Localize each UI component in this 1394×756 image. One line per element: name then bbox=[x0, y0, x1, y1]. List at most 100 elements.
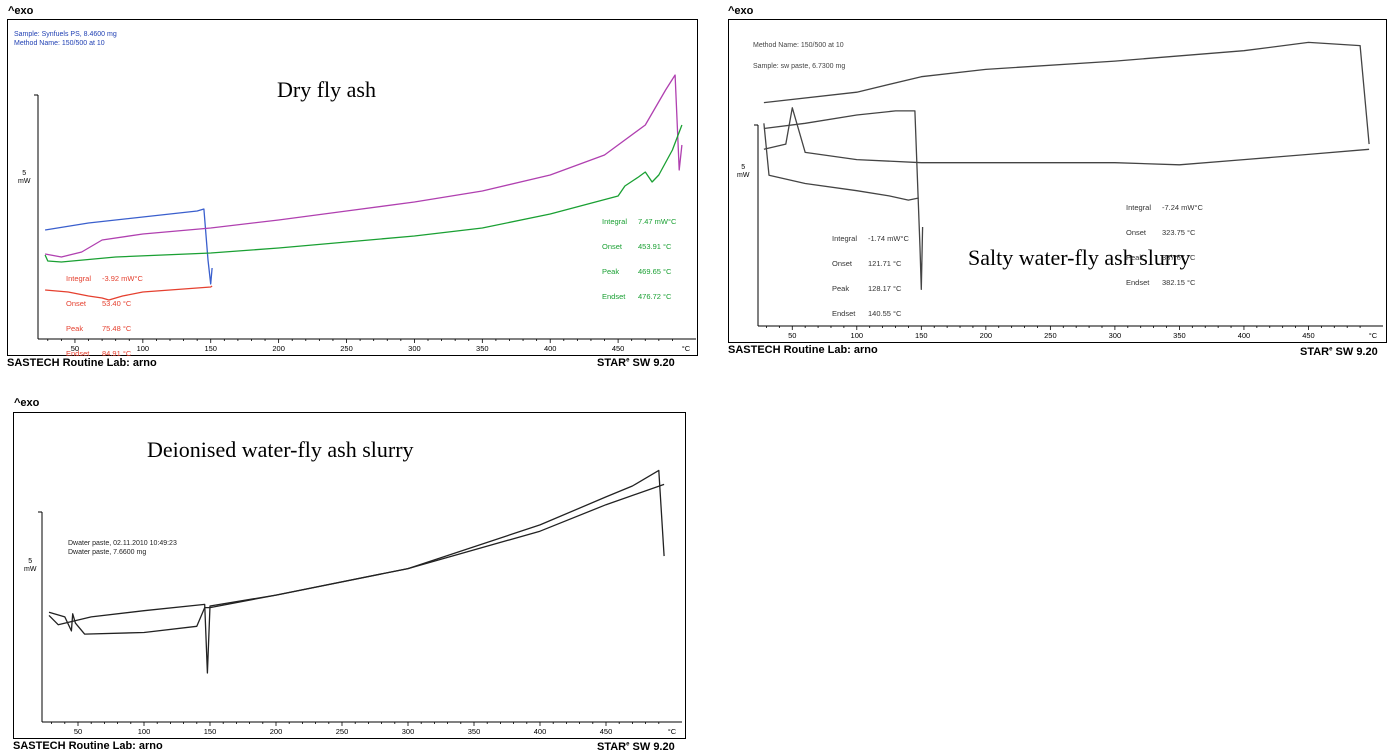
x-tick-label: 350 bbox=[1173, 331, 1186, 340]
series-line-3 bbox=[45, 285, 213, 301]
footer-software: STARe SW 9.20 bbox=[597, 741, 675, 753]
series-line-0 bbox=[48, 469, 665, 674]
x-tick-label: 100 bbox=[137, 344, 150, 353]
x-unit-label: °C bbox=[668, 727, 677, 736]
series-line-0 bbox=[44, 208, 213, 285]
x-tick-label: 100 bbox=[851, 331, 864, 340]
y-scale-label: 5 mW bbox=[18, 170, 30, 186]
footer-lab: SASTECH Routine Lab: arno bbox=[13, 740, 163, 752]
exo-label: ^exo bbox=[8, 5, 34, 17]
ann-line: Peak 337.67 °C bbox=[1126, 253, 1196, 263]
footer-software: STARe SW 9.20 bbox=[1300, 346, 1378, 358]
plot-frame bbox=[13, 412, 686, 739]
series-line-1 bbox=[763, 107, 1370, 166]
y-scale-unit: mW bbox=[737, 172, 750, 179]
series-line-2 bbox=[763, 110, 924, 290]
annotation-green: Integral 7.47 mW°C Onset 453.91 °C Peak 469… bbox=[602, 201, 676, 319]
x-tick-label: 150 bbox=[204, 727, 217, 736]
ann-line: Peak 75.48 °C bbox=[66, 324, 132, 334]
info-line: Dwater paste, 7.6600 mg bbox=[68, 548, 147, 556]
footer-lab: SASTECH Routine Lab: arno bbox=[7, 357, 157, 369]
ann-line: Peak 469.65 °C bbox=[602, 267, 672, 277]
panel-title: Dry fly ash bbox=[277, 77, 376, 102]
x-tick-label: 400 bbox=[544, 344, 557, 353]
info-line: Method Name: 150/500 at 10 bbox=[14, 39, 105, 47]
software-star: STAR bbox=[597, 741, 627, 753]
x-tick-label: 300 bbox=[408, 344, 421, 353]
dsc-panel-dry-fly-ash: ^exo Sample: Synfuels PS, 8.4600 mg Meth… bbox=[0, 0, 700, 372]
info-line: Method Name: 150/500 at 10 bbox=[753, 42, 844, 49]
x-tick-label: 400 bbox=[1238, 331, 1251, 340]
software-version: SW 9.20 bbox=[629, 741, 675, 753]
x-tick-label: 100 bbox=[138, 727, 151, 736]
y-scale-label: 5 mW bbox=[24, 558, 36, 574]
ann-line: Peak 128.17 °C bbox=[832, 284, 902, 294]
ann-line: Integral -3.92 mW°C bbox=[66, 273, 143, 283]
sample-info: Method Name: 150/500 at 10 Sample: sw pa… bbox=[753, 35, 845, 77]
x-tick-label: 50 bbox=[788, 331, 796, 340]
software-star: STAR bbox=[1300, 346, 1330, 358]
ann-line: Integral -1.74 mW°C bbox=[832, 233, 909, 243]
annotation-red: Integral -3.92 mW°C Onset 53.40 °C Peak 75.… bbox=[66, 258, 143, 376]
software-version: SW 9.20 bbox=[629, 357, 675, 369]
x-tick-label: 250 bbox=[1044, 331, 1057, 340]
x-tick-label: 150 bbox=[204, 344, 217, 353]
x-tick-label: 200 bbox=[272, 344, 285, 353]
ann-line: Integral 7.47 mW°C bbox=[602, 216, 677, 226]
software-star: STAR bbox=[597, 357, 627, 369]
annotation-2: Integral -7.24 mW°C Onset 323.75 °C Peak 33… bbox=[1126, 187, 1203, 305]
y-scale-value: 5 bbox=[741, 164, 746, 171]
ann-line: Onset 323.75 °C bbox=[1126, 228, 1196, 238]
dsc-chart-dry-fly-ash: 50 100 150 200 250 300 350 400 450 °C bbox=[34, 74, 696, 353]
ann-line: Endset 140.55 °C bbox=[832, 309, 902, 319]
series-line-1 bbox=[44, 74, 683, 258]
ann-line: Onset 121.71 °C bbox=[832, 259, 902, 269]
dsc-chart-deionised-water: 50 100 150 200 250 300 350 400 450 °C bbox=[38, 469, 682, 736]
x-tick-label: 250 bbox=[336, 727, 349, 736]
ann-line: Endset 382.15 °C bbox=[1126, 278, 1196, 288]
ann-line: Endset 476.72 °C bbox=[602, 292, 672, 302]
exo-label: ^exo bbox=[728, 5, 754, 17]
info-line: Sample: Synfuels PS, 8.4600 mg bbox=[14, 31, 117, 38]
panel-title: Salty water-fly ash slurry bbox=[968, 245, 1191, 270]
dsc-panel-deionised-water: ^exo Dwater paste, 02.11.2010 10:49:23 D… bbox=[0, 392, 700, 756]
software-version: SW 9.20 bbox=[1332, 346, 1378, 358]
x-tick-label: 450 bbox=[1302, 331, 1315, 340]
dsc-panel-salty-water: ^exo Method Name: 150/500 at 10 Sample: … bbox=[722, 0, 1394, 372]
ann-line: Integral -7.24 mW°C bbox=[1126, 202, 1203, 212]
x-unit-label: °C bbox=[1369, 331, 1378, 340]
sample-info: Dwater paste, 02.11.2010 10:49:23 Dwater… bbox=[68, 540, 177, 557]
footer-software: STARe SW 9.20 bbox=[597, 357, 675, 369]
y-scale-unit: mW bbox=[18, 178, 31, 185]
dsc-chart-salty-water: 50 100 150 200 250 300 350 400 450 °C bbox=[754, 41, 1383, 340]
y-scale-value: 5 bbox=[28, 558, 33, 565]
x-tick-label: 350 bbox=[468, 727, 481, 736]
x-tick-label: 450 bbox=[600, 727, 613, 736]
x-unit-label: °C bbox=[682, 344, 691, 353]
annotation-1: Integral -1.74 mW°C Onset 121.71 °C Peak 12… bbox=[832, 218, 909, 336]
x-tick-label: 50 bbox=[71, 344, 79, 353]
x-tick-label: 150 bbox=[915, 331, 928, 340]
exo-label: ^exo bbox=[14, 397, 40, 409]
series-line-3 bbox=[763, 123, 919, 201]
ann-line: Onset 453.91 °C bbox=[602, 242, 672, 252]
x-tick-label: 450 bbox=[612, 344, 625, 353]
plot-frame bbox=[728, 19, 1387, 343]
x-tick-label: 200 bbox=[270, 727, 283, 736]
x-tick-label: 300 bbox=[402, 727, 415, 736]
info-line: Sample: sw paste, 6.7300 mg bbox=[753, 63, 846, 70]
sample-info: Sample: Synfuels PS, 8.4600 mg Method Na… bbox=[14, 31, 117, 48]
y-scale-label: 5 mW bbox=[737, 164, 749, 180]
x-tick-label: 350 bbox=[476, 344, 489, 353]
ann-line: Endset 84.91 °C bbox=[66, 349, 132, 359]
series-line-2 bbox=[44, 124, 683, 263]
series-line-0 bbox=[763, 41, 1370, 145]
y-scale-value: 5 bbox=[22, 170, 27, 177]
y-scale-unit: mW bbox=[24, 566, 37, 573]
x-tick-label: 200 bbox=[980, 331, 993, 340]
series-line-1 bbox=[48, 483, 665, 635]
x-tick-label: 400 bbox=[534, 727, 547, 736]
x-tick-label: 300 bbox=[1109, 331, 1122, 340]
x-tick-label: 250 bbox=[340, 344, 353, 353]
plot-frame bbox=[7, 19, 698, 356]
